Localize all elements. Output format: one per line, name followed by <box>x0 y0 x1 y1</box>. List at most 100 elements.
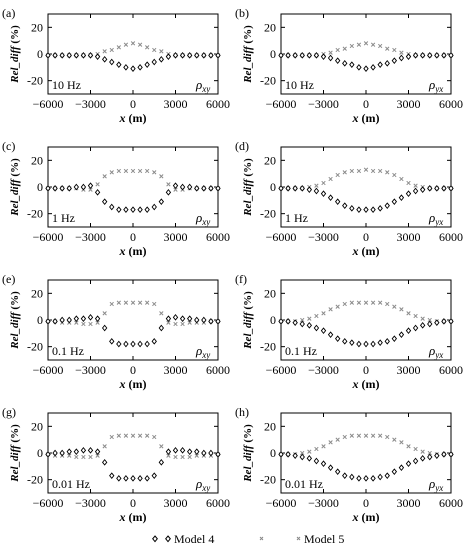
panel-label: (c) <box>2 139 15 153</box>
model-5-point <box>130 300 136 305</box>
component-annotation: ρyx <box>428 77 443 94</box>
model-4-point <box>137 340 143 348</box>
model-4-point <box>306 52 313 59</box>
model-5-point <box>159 174 164 179</box>
model-5-point <box>88 187 93 192</box>
model-5-point <box>81 321 86 327</box>
x-axis-label: x (m) <box>352 377 380 391</box>
y-tick-label: 20 <box>264 153 276 167</box>
frequency-annotation: 10 Hz <box>285 78 314 92</box>
x-axis-label: x (m) <box>119 244 147 258</box>
y-axis-label: Rel_diff (%) <box>9 25 21 84</box>
model-4-point <box>370 64 376 71</box>
model-5-point <box>88 454 93 460</box>
y-tick-label: 0 <box>37 313 43 327</box>
model-5-point <box>370 433 376 438</box>
model-5-point <box>137 168 143 174</box>
model-4-point <box>165 448 172 455</box>
y-tick-label: -20 <box>27 207 43 221</box>
model-4-point <box>109 338 115 345</box>
model-4-point <box>405 327 412 334</box>
x-tick-label: 3000 <box>164 363 188 377</box>
model-5-point <box>307 316 312 321</box>
model-4-point <box>80 315 87 322</box>
model-4-point <box>285 318 291 325</box>
x-tick-label: −3000 <box>75 230 106 244</box>
model-4-point <box>158 198 165 205</box>
model-5-point <box>102 444 107 449</box>
model-4-point <box>208 52 214 59</box>
model-4-point <box>94 53 101 60</box>
model-4-point <box>179 447 186 454</box>
legend-diamond-marker <box>165 535 171 543</box>
model-5-point <box>74 454 79 460</box>
model-5-point <box>145 433 150 438</box>
model-4-point <box>208 318 214 325</box>
y-tick-label: 20 <box>31 153 43 167</box>
model-5-point <box>349 300 354 305</box>
x-tick-label: −6000 <box>266 496 297 510</box>
x-axis-label: x (m) <box>119 377 147 391</box>
model-5-point <box>166 182 171 187</box>
model-4-point <box>370 206 376 213</box>
model-5-point <box>116 45 121 50</box>
model-5-point <box>399 440 404 445</box>
model-5-point <box>109 47 114 53</box>
y-tick-label: -20 <box>27 473 43 487</box>
model-4-point <box>215 451 221 458</box>
model-4-point <box>59 449 65 457</box>
model-4-point <box>363 65 369 72</box>
model-5-point <box>420 449 425 454</box>
y-axis-label: Rel_diff (%) <box>9 291 21 350</box>
panel-label: (d) <box>235 139 249 153</box>
legend-item-model-5: Model 5 <box>259 532 344 546</box>
panel-label: (e) <box>2 272 15 286</box>
model-4-point <box>292 452 298 459</box>
model-4-point <box>434 319 440 326</box>
model-5-point <box>152 47 157 53</box>
y-tick-label: 20 <box>31 20 43 34</box>
model-4-point <box>377 473 383 481</box>
model-4-point <box>334 335 341 342</box>
model-4-point <box>215 52 221 59</box>
model-5-point <box>123 433 129 438</box>
model-4-point <box>419 52 426 59</box>
model-5-point <box>427 450 432 456</box>
model-4-point <box>201 52 207 59</box>
frequency-annotation: 1 Hz <box>52 211 75 225</box>
model-5-point <box>173 187 178 192</box>
model-4-point <box>427 453 433 461</box>
x-tick-label: 3000 <box>164 97 188 111</box>
model-4-point <box>130 65 136 72</box>
x-tick-label: 3000 <box>397 97 421 111</box>
model-5-point <box>399 176 404 182</box>
panel-label: (g) <box>2 405 16 419</box>
model-4-point <box>384 472 390 479</box>
model-5-point <box>356 42 362 47</box>
x-tick-label: 3000 <box>397 230 421 244</box>
model-4-point <box>292 185 298 192</box>
model-4-point <box>306 186 313 193</box>
model-5-point <box>95 320 100 325</box>
model-4-point <box>215 318 221 325</box>
model-4-point <box>434 185 440 192</box>
model-5-point <box>137 433 143 438</box>
component-annotation: ρyx <box>428 343 443 360</box>
model-4-point <box>194 316 200 324</box>
model-4-point <box>45 185 51 192</box>
model-5-point <box>335 437 340 442</box>
y-axis-label: Rel_diff (%) <box>9 158 21 217</box>
model-5-point <box>392 172 397 178</box>
model-4-point <box>73 448 80 455</box>
chart-panel: (d) -20 0 20 −6000 −3000 0 3000 6000 x (m) Rel_dif… <box>235 139 463 258</box>
model-4-point <box>356 340 362 348</box>
model-5-point <box>413 446 418 452</box>
y-tick-label: 0 <box>37 180 43 194</box>
y-tick-label: 0 <box>270 446 276 460</box>
model-5-point <box>342 170 347 175</box>
model-5-point <box>378 168 383 174</box>
y-tick-label: 0 <box>270 47 276 61</box>
model-4-point <box>391 198 398 205</box>
model-4-point <box>320 53 327 60</box>
